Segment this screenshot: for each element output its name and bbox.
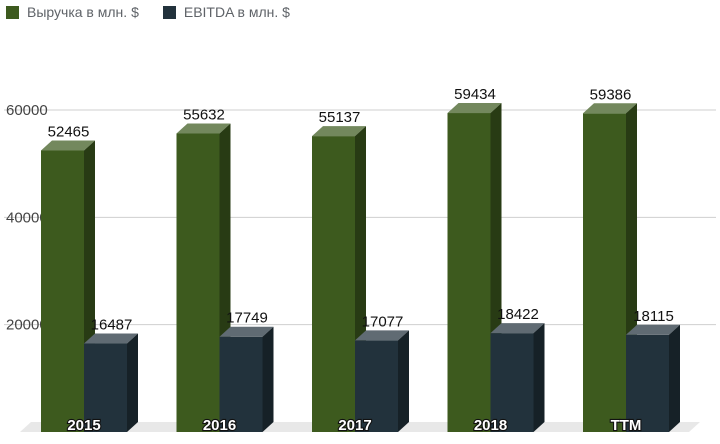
y-tick-label-1: 40000 <box>6 209 48 226</box>
x-tick-label-2015: 2015 <box>67 417 100 434</box>
bar-side <box>398 330 409 432</box>
bar-ebitda-2016 <box>219 326 274 432</box>
bar-front <box>490 333 534 432</box>
data-label-revenue-2015: 52465 <box>48 123 90 140</box>
x-tick-label-2016: 2016 <box>203 417 236 434</box>
bar-top <box>41 140 95 151</box>
bar-side <box>669 324 680 432</box>
x-tick-label-2017: 2017 <box>338 417 371 434</box>
bar-top <box>583 103 637 114</box>
bar-front <box>447 113 491 432</box>
bar-side <box>262 326 274 432</box>
bar-side <box>533 323 545 432</box>
bar-ebitda-ttm <box>626 324 680 432</box>
bar-side <box>127 333 138 432</box>
legend-label-ebitda: EBITDA в млн. $ <box>183 4 290 20</box>
legend-swatch-revenue <box>6 5 19 19</box>
bar-ebitda-2018 <box>490 323 545 432</box>
y-tick-label-0: 20000 <box>6 317 48 334</box>
data-label-revenue-2017: 55137 <box>319 109 361 126</box>
bar-top <box>626 324 680 335</box>
legend-item-ebitda: EBITDA в млн. $ <box>162 4 290 20</box>
bar-top <box>176 123 231 134</box>
data-label-ebitda-2016: 17749 <box>226 310 268 327</box>
bar-front <box>626 334 669 432</box>
bar-top <box>447 103 502 114</box>
bar-revenue-ttm <box>583 103 637 432</box>
legend-swatch-ebitda <box>162 5 176 19</box>
bar-front <box>355 340 398 432</box>
data-label-ebitda-2017: 17077 <box>362 313 404 330</box>
bar-revenue-2015 <box>41 140 95 432</box>
data-label-revenue-2018: 59434 <box>454 86 496 103</box>
bar-top <box>312 126 366 137</box>
legend-item-revenue: Выручка в млн. $ <box>6 4 139 20</box>
bar-front <box>219 336 263 432</box>
bar-ebitda-2015 <box>84 333 138 432</box>
bar-revenue-2018 <box>447 103 502 432</box>
legend: Выручка в млн. $ EBITDA в млн. $ <box>6 2 290 22</box>
data-label-ebitda-ttm: 18115 <box>633 308 674 325</box>
x-tick-label-2018: 2018 <box>474 417 507 434</box>
bar-front <box>84 343 127 432</box>
legend-label-revenue: Выручка в млн. $ <box>27 4 139 20</box>
bar-front <box>583 113 626 432</box>
x-tick-label-ttm: TTM <box>611 417 642 434</box>
bar-ebitda-2017 <box>355 330 409 432</box>
bar-front <box>41 150 84 432</box>
bar-front <box>176 133 220 433</box>
data-label-revenue-ttm: 59386 <box>590 86 632 103</box>
data-label-ebitda-2015: 16487 <box>91 317 133 334</box>
bar-top <box>219 326 274 337</box>
bar-top <box>355 330 409 341</box>
bar-front <box>312 136 355 433</box>
y-tick-label-2: 60000 <box>6 102 48 119</box>
data-label-ebitda-2018: 18422 <box>497 306 539 323</box>
bar-top <box>84 333 138 344</box>
bar-top <box>490 323 545 334</box>
data-label-revenue-2016: 55632 <box>183 106 225 123</box>
